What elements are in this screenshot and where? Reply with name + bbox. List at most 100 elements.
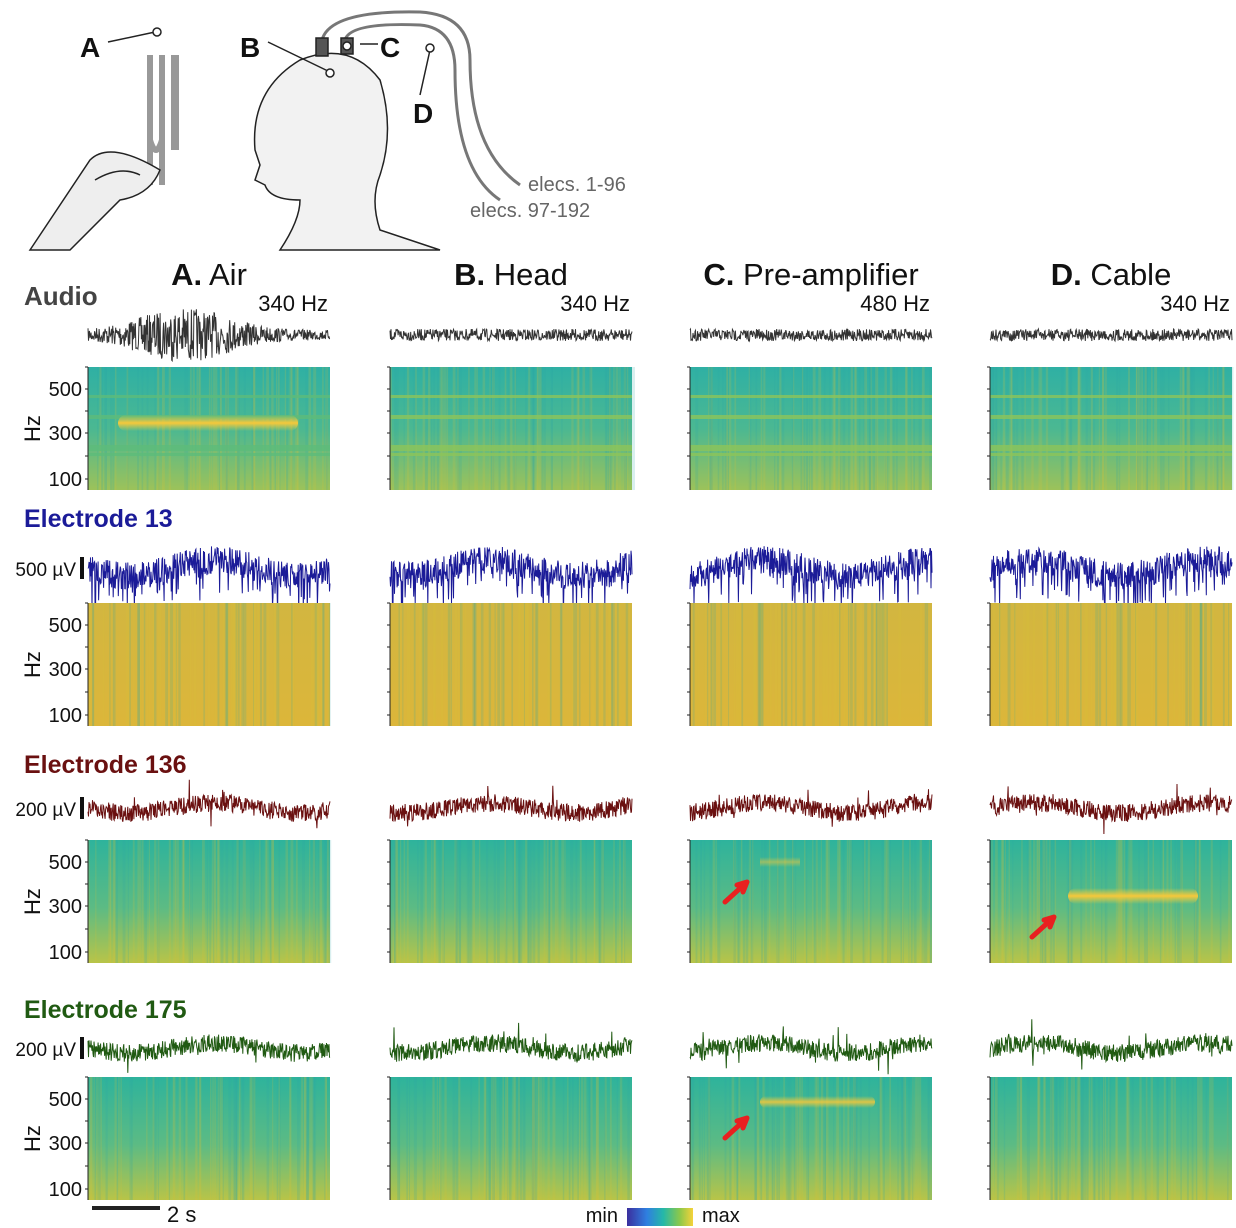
spectrogram-texture bbox=[493, 1077, 497, 1200]
spectrogram-texture bbox=[482, 367, 486, 490]
spectrogram-texture bbox=[1199, 603, 1201, 726]
spectrogram-texture bbox=[731, 1077, 735, 1200]
spectrogram-texture bbox=[431, 840, 433, 963]
spectrogram-texture bbox=[157, 840, 160, 963]
spectrogram bbox=[88, 603, 330, 726]
spectrogram-texture bbox=[788, 1077, 792, 1200]
spectrogram-texture bbox=[1170, 1077, 1174, 1200]
spectrogram-texture bbox=[1168, 367, 1170, 490]
spectrogram-texture bbox=[761, 840, 764, 963]
spectrogram-texture bbox=[522, 603, 525, 726]
spectrogram-texture bbox=[253, 603, 256, 726]
spectrogram-texture bbox=[806, 840, 808, 963]
spectrogram-texture bbox=[549, 603, 552, 726]
spectrogram-texture bbox=[724, 367, 728, 490]
spectrogram-texture bbox=[216, 840, 220, 963]
spectrogram-texture bbox=[873, 603, 876, 726]
spectrogram-texture bbox=[94, 1077, 97, 1200]
spectrogram-texture bbox=[790, 840, 793, 963]
spectrogram-texture bbox=[522, 1077, 525, 1200]
spectrogram-texture bbox=[895, 367, 898, 490]
spectrogram-texture bbox=[166, 1077, 169, 1200]
spectrogram-texture bbox=[696, 603, 698, 726]
spectrogram-texture bbox=[504, 840, 508, 963]
spectrogram-texture bbox=[1037, 840, 1041, 963]
spectrogram-texture bbox=[878, 603, 880, 726]
spectrogram-texture bbox=[869, 840, 872, 963]
spectrogram-texture bbox=[837, 603, 840, 726]
spectrogram-texture bbox=[464, 603, 466, 726]
spectrogram-texture bbox=[850, 367, 853, 490]
spectrogram-texture bbox=[529, 840, 533, 963]
spectrogram-texture bbox=[624, 367, 627, 490]
spectrogram-texture bbox=[1015, 367, 1019, 490]
spectrogram-texture bbox=[593, 840, 596, 963]
spectrogram-texture bbox=[173, 1077, 175, 1200]
spectrogram-texture bbox=[170, 603, 173, 726]
spectrogram-texture bbox=[442, 840, 444, 963]
spectrogram-texture bbox=[541, 1077, 543, 1200]
spectrogram-texture bbox=[479, 840, 481, 963]
spectrogram-texture bbox=[571, 367, 574, 490]
spectrogram-texture bbox=[492, 367, 495, 490]
spectrogram-texture bbox=[1037, 1077, 1039, 1200]
spectrogram-texture bbox=[400, 840, 402, 963]
spectrogram-texture bbox=[112, 840, 114, 963]
spectrogram-texture bbox=[750, 840, 754, 963]
spectrogram-texture bbox=[568, 1077, 571, 1200]
spectrogram-texture bbox=[795, 1077, 798, 1200]
cable-label: elecs. 97-192 bbox=[470, 200, 590, 222]
spectrogram-texture bbox=[536, 603, 539, 726]
spectrogram-texture bbox=[249, 1077, 252, 1200]
spectrogram-texture bbox=[137, 603, 140, 726]
spectrogram-texture bbox=[276, 1077, 279, 1200]
spectrogram-texture bbox=[406, 1077, 408, 1200]
spectrogram-texture bbox=[761, 603, 764, 726]
spectrogram-texture bbox=[534, 1077, 538, 1200]
spectrogram-texture bbox=[709, 840, 713, 963]
spectrogram-texture bbox=[889, 367, 893, 490]
spectrogram-texture bbox=[115, 840, 118, 963]
spectrogram-texture bbox=[543, 367, 546, 490]
spectrogram-texture bbox=[514, 840, 516, 963]
spectrogram-texture bbox=[516, 1077, 520, 1200]
spectrogram-texture bbox=[178, 1077, 182, 1200]
spectrogram-texture bbox=[253, 603, 255, 726]
spectrogram-texture bbox=[698, 1077, 701, 1200]
spectrogram-texture bbox=[1181, 603, 1184, 726]
spectrogram-texture bbox=[324, 1077, 327, 1200]
spectrogram-texture bbox=[531, 367, 535, 490]
spectrogram-texture bbox=[252, 1077, 256, 1200]
spectrogram-texture bbox=[152, 603, 155, 726]
spectrogram-texture bbox=[793, 840, 795, 963]
spectrogram-texture bbox=[472, 840, 476, 963]
spectrogram-texture bbox=[519, 1077, 523, 1200]
spectrogram-texture bbox=[1198, 603, 1200, 726]
spectrogram-texture bbox=[458, 367, 462, 490]
spectrogram-texture bbox=[791, 603, 793, 726]
spectrogram-texture bbox=[737, 840, 741, 963]
spectrogram-texture bbox=[573, 603, 576, 726]
spectrogram-texture bbox=[231, 840, 234, 963]
column-title: C. Pre-amplifier bbox=[703, 257, 918, 292]
spectrogram-texture bbox=[758, 603, 761, 726]
amplitude-bar bbox=[80, 1037, 84, 1059]
spectrogram-band bbox=[990, 445, 1232, 451]
spectrogram-texture bbox=[1204, 603, 1207, 726]
spectrogram-texture bbox=[550, 367, 553, 490]
waveform bbox=[689, 546, 933, 612]
spectrogram-texture bbox=[1135, 603, 1138, 726]
spectrogram-texture bbox=[593, 840, 596, 963]
spectrogram-texture bbox=[1080, 603, 1082, 726]
spectrogram-texture bbox=[1116, 603, 1119, 726]
spectrogram-texture bbox=[759, 603, 762, 726]
spectrogram-texture bbox=[875, 603, 878, 726]
spectrogram bbox=[88, 1077, 330, 1200]
spectrogram-texture bbox=[146, 603, 149, 726]
spectrogram-texture bbox=[213, 840, 215, 963]
spectrogram-texture bbox=[1228, 840, 1231, 963]
spectrogram-texture bbox=[907, 1077, 911, 1200]
spectrogram-texture bbox=[1085, 367, 1089, 490]
spectrogram-texture bbox=[1026, 603, 1029, 726]
arrow bbox=[1029, 914, 1057, 940]
